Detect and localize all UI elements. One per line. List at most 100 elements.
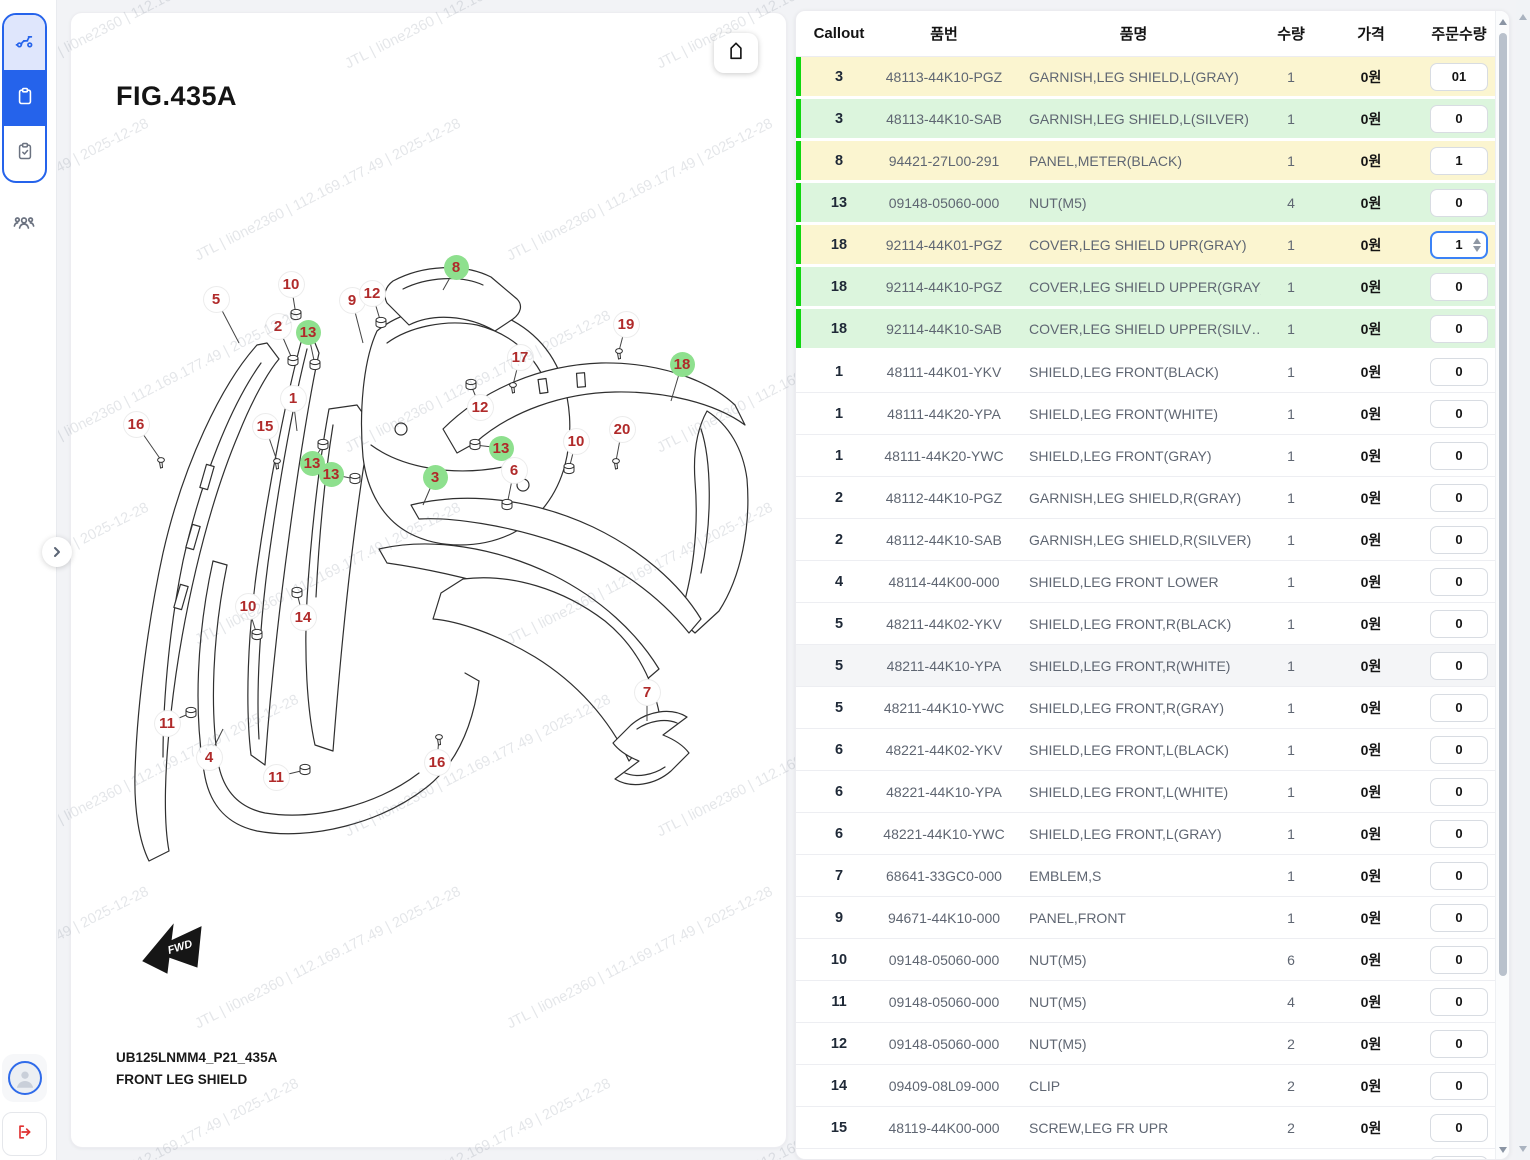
sidebar-item-order-confirm[interactable] <box>4 126 45 181</box>
order-qty-input[interactable] <box>1430 567 1488 596</box>
number-spinner[interactable] <box>1473 237 1481 252</box>
scroll-down-arrow[interactable] <box>1499 1147 1507 1153</box>
diagram-callout[interactable]: 15 <box>252 413 278 439</box>
order-qty-input[interactable] <box>1430 903 1488 932</box>
order-qty-input[interactable] <box>1430 609 1488 638</box>
table-row[interactable]: 10 09148-05060-000 NUT(M5) 6 0원 <box>796 939 1509 981</box>
diagram-callout[interactable]: 13 <box>299 450 325 476</box>
order-qty-input[interactable] <box>1430 188 1488 217</box>
qty-cell: 1 <box>1287 236 1295 253</box>
sidebar-item-order-list[interactable] <box>4 70 45 126</box>
table-row[interactable]: 6 48221-44K02-YKV SHIELD,LEG FRONT,L(BLACK… <box>796 729 1509 771</box>
order-qty-input[interactable] <box>1430 861 1488 890</box>
table-row[interactable]: 2 48112-44K10-PGZ GARNISH,LEG SHIELD,R(GRA… <box>796 477 1509 519</box>
order-qty-input[interactable] <box>1430 819 1488 848</box>
diagram-callout[interactable]: 10 <box>563 428 589 454</box>
order-qty-input[interactable] <box>1430 483 1488 512</box>
diagram-callout[interactable]: 9 <box>339 287 365 313</box>
diagram-callout[interactable]: 18 <box>669 351 695 377</box>
order-qty-input[interactable] <box>1430 357 1488 386</box>
part-no-cell: 09409-08L09-000 <box>888 1077 1000 1094</box>
diagram-callout[interactable]: 4 <box>196 744 222 770</box>
logout-button[interactable] <box>2 1112 47 1156</box>
user-avatar[interactable] <box>2 1054 47 1102</box>
table-row[interactable]: 13 09148-05060-000 NUT(M5) 4 0원 <box>796 183 1509 225</box>
diagram-callout[interactable]: 13 <box>488 435 514 461</box>
diagram-callout[interactable]: 13 <box>295 319 321 345</box>
table-body: 3 48113-44K10-PGZ GARNISH,LEG SHIELD,L(GRA… <box>796 57 1509 1159</box>
order-qty-input[interactable] <box>1430 62 1488 91</box>
table-row[interactable]: 4 48114-44K00-000 SHIELD,LEG FRONT LOWER 1 0… <box>796 561 1509 603</box>
table-row[interactable]: 11 09148-05060-000 NUT(M5) 4 0원 <box>796 981 1509 1023</box>
table-row[interactable]: 1 48111-44K01-YKV SHIELD,LEG FRONT(BLACK) 1… <box>796 351 1509 393</box>
diagram-callout[interactable]: 10 <box>278 271 304 297</box>
scrollbar-thumb[interactable] <box>1498 33 1507 976</box>
table-row[interactable]: 18 92114-44K10-SAB COVER,LEG SHIELD UPPER(… <box>796 309 1509 351</box>
order-qty-input[interactable] <box>1430 1113 1488 1142</box>
order-qty-cell <box>1421 693 1497 722</box>
order-qty-input[interactable] <box>1430 945 1488 974</box>
diagram-callout[interactable]: 5 <box>203 286 229 312</box>
diagram-callout[interactable]: 14 <box>290 604 316 630</box>
diagram-callout[interactable]: 6 <box>501 457 527 483</box>
table-row[interactable]: 12 09148-05060-000 NUT(M5) 2 0원 <box>796 1023 1509 1065</box>
table-row[interactable]: 6 48221-44K10-YPA SHIELD,LEG FRONT,L(WHITE… <box>796 771 1509 813</box>
table-row[interactable]: 18 92114-44K10-PGZ COVER,LEG SHIELD UPPER(… <box>796 267 1509 309</box>
order-qty-input[interactable] <box>1430 441 1488 470</box>
diagram-callout[interactable]: 10 <box>235 593 261 619</box>
order-qty-input[interactable] <box>1430 104 1488 133</box>
table-row[interactable]: 3 48113-44K10-PGZ GARNISH,LEG SHIELD,L(GRA… <box>796 57 1509 99</box>
table-row[interactable]: 15 48119-44K00-000 SCREW,LEG FR UPR 2 0원 <box>796 1107 1509 1149</box>
table-row[interactable]: 18 92114-44K01-PGZ COVER,LEG SHIELD UPR(GR… <box>796 225 1509 267</box>
order-qty-input[interactable] <box>1430 1071 1488 1100</box>
diagram-callout[interactable]: 2 <box>265 313 291 339</box>
page-scroll-down-arrow[interactable] <box>1519 1146 1527 1152</box>
order-qty-input[interactable] <box>1430 777 1488 806</box>
order-qty-input[interactable] <box>1430 272 1488 301</box>
diagram-callout[interactable]: 20 <box>609 416 635 442</box>
diagram-callout[interactable]: 16 <box>424 749 450 775</box>
sidebar-item-parts-catalog[interactable] <box>4 15 45 71</box>
sidebar-item-customers[interactable] <box>12 210 36 239</box>
page-scroll-up-arrow[interactable] <box>1519 14 1527 20</box>
table-row[interactable]: 1 48111-44K20-YPA SHIELD,LEG FRONT(WHITE) 1… <box>796 393 1509 435</box>
table-row[interactable]: 5 48211-44K10-YPA SHIELD,LEG FRONT,R(WHITE… <box>796 645 1509 687</box>
table-row[interactable]: 5 48211-44K10-YWC SHIELD,LEG FRONT,R(GRAY)… <box>796 687 1509 729</box>
order-qty-input[interactable] <box>1430 230 1488 259</box>
order-qty-input[interactable] <box>1430 314 1488 343</box>
order-qty-input[interactable] <box>1430 1155 1488 1159</box>
diagram-callout[interactable]: 8 <box>443 254 469 280</box>
home-button[interactable] <box>714 33 758 73</box>
diagram-callout[interactable]: 7 <box>634 679 660 705</box>
diagram-callout[interactable]: 19 <box>613 311 639 337</box>
diagram-callout[interactable]: 11 <box>263 764 289 790</box>
diagram-callout[interactable]: 12 <box>359 280 385 306</box>
order-qty-input[interactable] <box>1430 399 1488 428</box>
table-row[interactable]: 1 48111-44K20-YWC SHIELD,LEG FRONT(GRAY) 1 0… <box>796 435 1509 477</box>
diagram-callout[interactable]: 3 <box>422 464 448 490</box>
diagram-callout[interactable]: 17 <box>507 344 533 370</box>
order-qty-input[interactable] <box>1430 987 1488 1016</box>
diagram-callout[interactable]: 1 <box>280 385 306 411</box>
diagram-callout[interactable]: 12 <box>467 394 493 420</box>
diagram-callout[interactable]: 16 <box>123 411 149 437</box>
table-row[interactable]: 8 94421-27L00-291 PANEL,METER(BLACK) 1 0원 <box>796 141 1509 183</box>
table-row[interactable] <box>796 1149 1509 1159</box>
diagram-callout[interactable]: 13 <box>318 461 344 487</box>
table-row[interactable]: 3 48113-44K10-SAB GARNISH,LEG SHIELD,L(SIL… <box>796 99 1509 141</box>
order-qty-input[interactable] <box>1430 693 1488 722</box>
order-qty-input[interactable] <box>1430 525 1488 554</box>
table-row[interactable]: 14 09409-08L09-000 CLIP 2 0원 <box>796 1065 1509 1107</box>
panel-expand-button[interactable] <box>42 537 72 567</box>
order-qty-input[interactable] <box>1430 651 1488 680</box>
table-row[interactable]: 7 68641-33GC0-000 EMBLEM,S 1 0원 <box>796 855 1509 897</box>
diagram-callout[interactable]: 11 <box>154 710 180 736</box>
order-qty-input[interactable] <box>1430 146 1488 175</box>
table-row[interactable]: 5 48211-44K02-YKV SHIELD,LEG FRONT,R(BLACK… <box>796 603 1509 645</box>
table-row[interactable]: 9 94671-44K10-000 PANEL,FRONT 1 0원 <box>796 897 1509 939</box>
order-qty-input[interactable] <box>1430 1029 1488 1058</box>
table-row[interactable]: 2 48112-44K10-SAB GARNISH,LEG SHIELD,R(SIL… <box>796 519 1509 561</box>
table-row[interactable]: 6 48221-44K10-YWC SHIELD,LEG FRONT,L(GRAY)… <box>796 813 1509 855</box>
scroll-up-arrow[interactable] <box>1499 19 1507 25</box>
order-qty-input[interactable] <box>1430 735 1488 764</box>
